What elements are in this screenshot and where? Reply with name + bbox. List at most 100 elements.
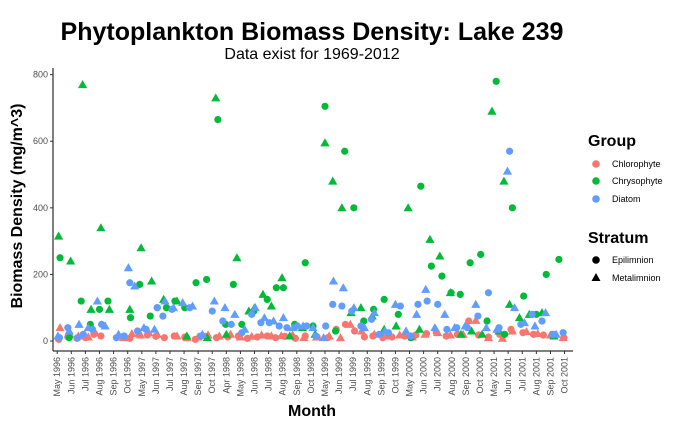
point-chlorophyte-metalimnion-17	[247, 331, 257, 340]
point-chrysophyte-epilimnion-32	[380, 295, 388, 303]
x-tick-label-oct-2000: Oct 2000	[475, 357, 485, 394]
x-tick-label-jul-1999: Jul 1999	[348, 357, 358, 391]
x-tick-label-sep-1996: Sep 1996	[109, 357, 119, 396]
legend-swatch-diatom	[592, 195, 600, 203]
x-tick-label-aug-2000: Aug 2000	[447, 357, 457, 396]
point-chrysophyte-epilimnion-1	[65, 334, 73, 342]
legend-group: Group Chlorophyte Chrysophyte Diatom	[588, 133, 663, 204]
point-chrysophyte-metalimnion-5	[104, 304, 114, 313]
point-chrysophyte-epilimnion-6	[126, 314, 135, 322]
point-chrysophyte-epilimnion-35	[417, 182, 425, 190]
x-tick-label-may-1997: May 1997	[137, 357, 147, 397]
point-diatom-metalimnion-0	[53, 331, 63, 340]
point-chlorophyte-metalimnion-6	[127, 329, 137, 338]
point-chrysophyte-metalimnion-18	[258, 289, 268, 298]
point-diatom-metalimnion-16	[209, 296, 219, 305]
x-tick-label-aug-2001: Aug 2001	[531, 357, 541, 396]
point-chlorophyte-metalimnion-25	[335, 333, 346, 342]
point-diatom-metalimnion-40	[450, 323, 460, 332]
point-diatom-metalimnion-2	[74, 319, 84, 328]
point-chrysophyte-metalimnion-15	[232, 253, 242, 262]
point-chlorophyte-metalimnion-43	[558, 333, 568, 342]
point-chrysophyte-metalimnion-40	[487, 106, 497, 115]
x-tick-label-jun-2000: Jun 2000	[419, 357, 429, 394]
point-chrysophyte-metalimnion-25	[328, 176, 338, 185]
point-chlorophyte-metalimnion-3	[83, 332, 93, 341]
point-chrysophyte-metalimnion-24	[320, 138, 330, 147]
point-diatom-metalimnion-35	[401, 326, 411, 335]
point-diatom-metalimnion-14	[187, 301, 198, 310]
x-tick-label-aug-1996: Aug 1996	[95, 357, 105, 396]
point-chrysophyte-metalimnion-28	[356, 303, 366, 312]
point-diatom-metalimnion-26	[308, 323, 318, 332]
point-chrysophyte-metalimnion-12	[202, 333, 212, 342]
point-chrysophyte-metalimnion-20	[277, 273, 287, 282]
point-chlorophyte-metalimnion-34	[445, 330, 455, 339]
x-tick-label-jul-2000: Jul 2000	[433, 357, 443, 391]
point-chlorophyte-metalimnion-33	[433, 328, 443, 337]
x-tick-label-aug-1997: Aug 1997	[179, 357, 189, 396]
point-chrysophyte-epilimnion-4	[95, 305, 104, 313]
point-diatom-metalimnion-20	[250, 303, 260, 312]
point-chrysophyte-metalimnion-21	[285, 331, 295, 340]
x-tick-label-jun-1999: Jun 1999	[334, 357, 344, 394]
plot-area: 0 200 400 600 800 May 1996 Jun 1996 Jul 1996 Aug…	[33, 68, 573, 397]
point-diatom-metalimnion-50	[551, 329, 561, 338]
x-tick-label-oct-1996: Oct 1996	[123, 357, 133, 394]
point-diatom-epilimnion-38	[414, 300, 422, 308]
point-chrysophyte-metalimnion-13	[211, 93, 221, 102]
point-diatom-metalimnion-19	[240, 324, 250, 333]
point-diatom-epilimnion-20	[248, 310, 256, 318]
point-chrysophyte-metalimnion-31	[391, 321, 401, 330]
point-chlorophyte-metalimnion-38	[497, 333, 508, 342]
point-chrysophyte-metalimnion-26	[337, 203, 347, 212]
point-diatom-epilimnion-52	[559, 329, 567, 337]
point-chrysophyte-epilimnion-33	[394, 310, 402, 318]
point-chrysophyte-metalimnion-14	[221, 329, 231, 338]
point-diatom-metalimnion-42	[471, 299, 481, 308]
point-chlorophyte-metalimnion-26	[345, 319, 355, 328]
x-tick-label-may-2001: May 2001	[489, 357, 499, 397]
x-tick-label-may-1996: May 1996	[52, 357, 62, 397]
point-chrysophyte-epilimnion-49	[555, 255, 563, 264]
point-diatom-epilimnion-24	[283, 324, 291, 332]
point-chrysophyte-epilimnion-22	[279, 284, 288, 292]
point-chlorophyte-metalimnion-39	[507, 326, 518, 335]
point-chlorophyte-metalimnion-9	[152, 329, 162, 338]
point-diatom-metalimnion-11	[160, 296, 170, 305]
legend-swatch-metalimnion	[591, 273, 601, 281]
point-chrysophyte-metalimnion-11	[182, 331, 192, 340]
point-diatom-metalimnion-46	[509, 303, 520, 312]
point-diatom-epilimnion-27	[312, 332, 320, 340]
point-diatom-epilimnion-9	[133, 327, 142, 335]
point-diatom-epilimnion-44	[474, 312, 482, 320]
point-chlorophyte-metalimnion-37	[483, 333, 494, 342]
x-tick-label-jun-1998: Jun 1998	[250, 357, 260, 394]
point-diatom-metalimnion-4	[92, 296, 102, 305]
point-diatom-epilimnion-30	[338, 302, 346, 310]
point-chrysophyte-epilimnion-18	[238, 320, 246, 328]
point-chlorophyte-metalimnion-10	[172, 331, 182, 340]
point-diatom-metalimnion-15	[197, 329, 207, 338]
x-tick-label-jun-1996: Jun 1996	[66, 357, 76, 394]
point-diatom-epilimnion-39	[423, 297, 431, 305]
point-diatom-metalimnion-9	[139, 323, 149, 332]
point-chrysophyte-epilimnion-39	[456, 290, 464, 298]
y-tick-label-600: 600	[33, 136, 48, 146]
point-chlorophyte-epilimnion-41	[465, 317, 473, 325]
point-chlorophyte-metalimnion-14	[214, 331, 224, 340]
point-chlorophyte-metalimnion-24	[324, 331, 334, 340]
point-chrysophyte-epilimnion-2	[77, 297, 85, 305]
point-chrysophyte-metalimnion-35	[435, 251, 445, 260]
x-tick-label-aug-1999: Aug 1999	[362, 357, 372, 396]
point-diatom-metalimnion-23	[278, 313, 289, 322]
point-chlorophyte-metalimnion-19	[266, 331, 277, 340]
point-chlorophyte-metalimnion-8	[144, 328, 154, 337]
point-diatom-epilimnion-36	[396, 302, 404, 310]
x-tick-label-oct-1997: Oct 1997	[207, 357, 217, 394]
point-chrysophyte-epilimnion-44	[501, 330, 509, 338]
point-diatom-metalimnion-13	[178, 298, 188, 307]
point-diatom-epilimnion-41	[443, 325, 451, 333]
x-tick-label-jun-1997: Jun 1997	[151, 357, 161, 394]
